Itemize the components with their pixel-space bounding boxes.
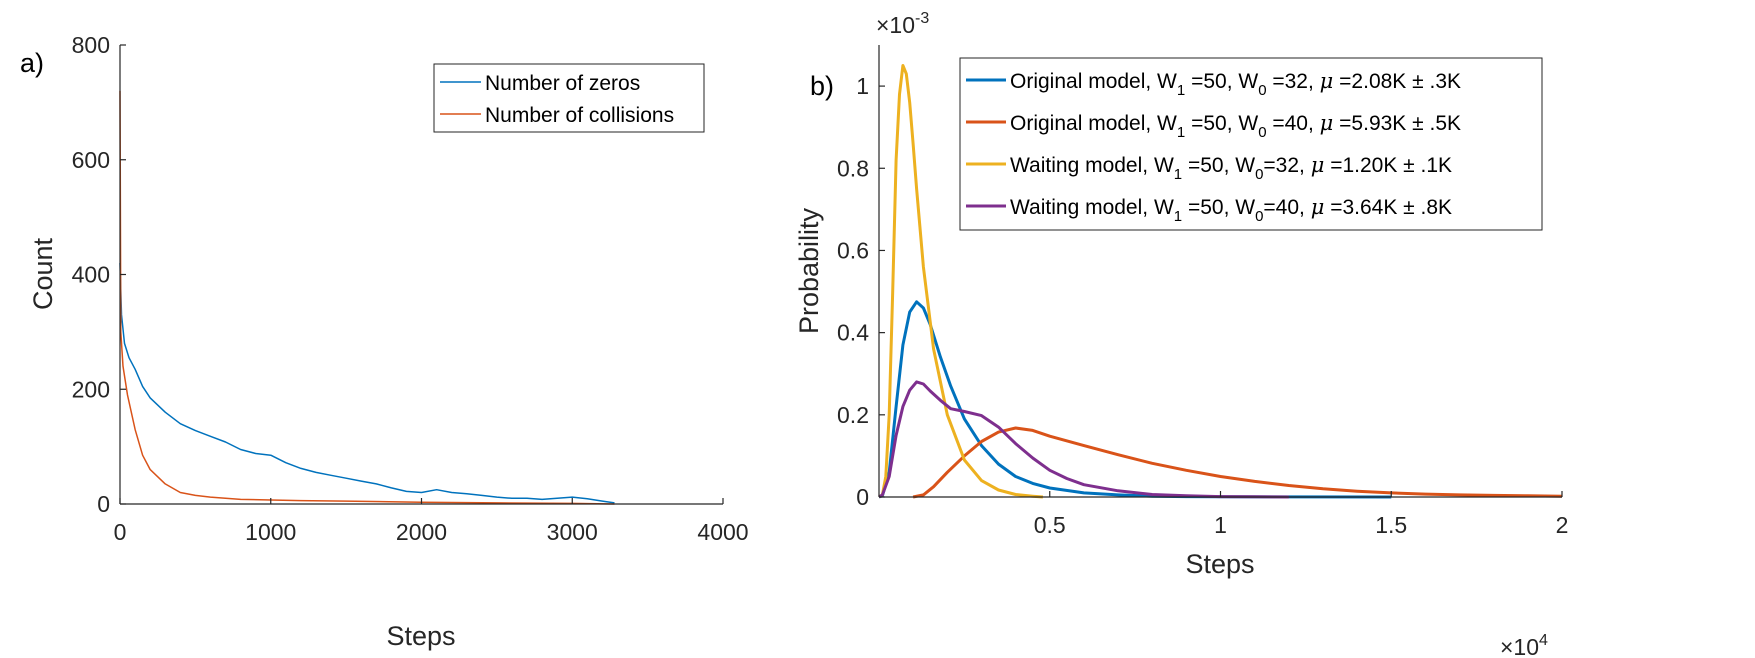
panel-label-b: b): [810, 71, 834, 101]
chart-b-y-axis-label: Probability: [794, 207, 824, 334]
chart-a-x-tick-label: 3000: [547, 519, 598, 545]
chart-b-x-axis-label: Steps: [1185, 549, 1254, 579]
chart-b-legend-label-1: Original model, W1 =50, W0 =40, μ =5.93K…: [1010, 111, 1461, 141]
chart-a-x-tick-label: 0: [114, 519, 127, 545]
chart-b-series-group: [878, 64, 1563, 499]
chart-a-x-ticks: 0 1000 2000 3000 4000: [114, 498, 749, 545]
chart-b-y-ticks: 0 0.2 0.4 0.6 0.8 1: [837, 73, 885, 510]
chart-a-y-ticks: 0 200 400 600 800: [72, 32, 126, 517]
chart-a-legend: Number of zeros Number of collisions: [433, 63, 705, 133]
chart-a-legend-box: [433, 63, 705, 133]
chart-b-y-tick-label: 0.6: [837, 237, 869, 263]
chart-a-x-axis-label: Steps: [386, 621, 455, 651]
chart-b-y-multiplier: ×10-3: [876, 10, 929, 38]
chart-a-legend-label-zeros: Number of zeros: [485, 72, 640, 95]
chart-b: b) 0.5 1 1.5 2 0 0.2 0.4 0.6 0.8 1 Steps Probabi…: [794, 10, 1568, 658]
chart-b-y-tick-label: 1: [856, 73, 869, 99]
chart-b-y-tick-label: 0.8: [837, 155, 869, 181]
chart-b-legend-items: Original model, W1 =50, W0 =32, μ =2.08K…: [966, 69, 1461, 225]
chart-b-series-line-3: [878, 380, 1289, 499]
chart-b-x-tick-label: 1.5: [1375, 512, 1407, 538]
chart-b-legend-label-0: Original model, W1 =50, W0 =32, μ =2.08K…: [1010, 69, 1461, 99]
chart-b-series-line-0: [878, 300, 1392, 499]
chart-a-legend-label-collisions: Number of collisions: [485, 104, 674, 127]
chart-b-x-tick-label: 1: [1214, 512, 1227, 538]
chart-b-series-line-2: [878, 64, 1044, 499]
chart-a-y-tick-label: 200: [72, 376, 110, 402]
chart-b-x-ticks: 0.5 1 1.5 2: [1034, 491, 1569, 538]
chart-b-legend-label-2: Waiting model, W1 =50, W0=32, μ =1.20K ±…: [1010, 153, 1452, 183]
chart-a-series-line-1: [119, 90, 615, 505]
chart-b-y-tick-label: 0: [856, 484, 869, 510]
chart-b-y-tick-label: 0.4: [837, 320, 869, 346]
chart-a: a) 0 1000 2000 3000 4000 0 200 400 600 800 Steps…: [20, 32, 749, 651]
chart-a-series-group: [119, 90, 615, 505]
chart-b-legend-label-3: Waiting model, W1 =50, W0=40, μ =3.64K ±…: [1010, 195, 1452, 225]
chart-b-legend: Original model, W1 =50, W0 =32, μ =2.08K…: [959, 57, 1543, 231]
chart-a-series-line-0: [119, 262, 615, 504]
chart-b-legend-box: [959, 57, 1543, 231]
panel-label-a: a): [20, 48, 44, 78]
chart-a-y-axis-label: Count: [28, 237, 58, 310]
chart-b-x-tick-label: 2: [1556, 512, 1569, 538]
chart-a-y-tick-label: 800: [72, 32, 110, 58]
chart-a-x-tick-label: 4000: [697, 519, 748, 545]
chart-a-y-tick-label: 400: [72, 262, 110, 288]
chart-a-y-tick-label: 600: [72, 147, 110, 173]
chart-a-x-tick-label: 1000: [245, 519, 296, 545]
chart-a-x-tick-label: 2000: [396, 519, 447, 545]
chart-b-x-tick-label: 0.5: [1034, 512, 1066, 538]
chart-b-x-multiplier: ×104: [1500, 632, 1548, 658]
chart-b-y-tick-label: 0.2: [837, 402, 869, 428]
chart-a-y-tick-label: 0: [97, 491, 110, 517]
